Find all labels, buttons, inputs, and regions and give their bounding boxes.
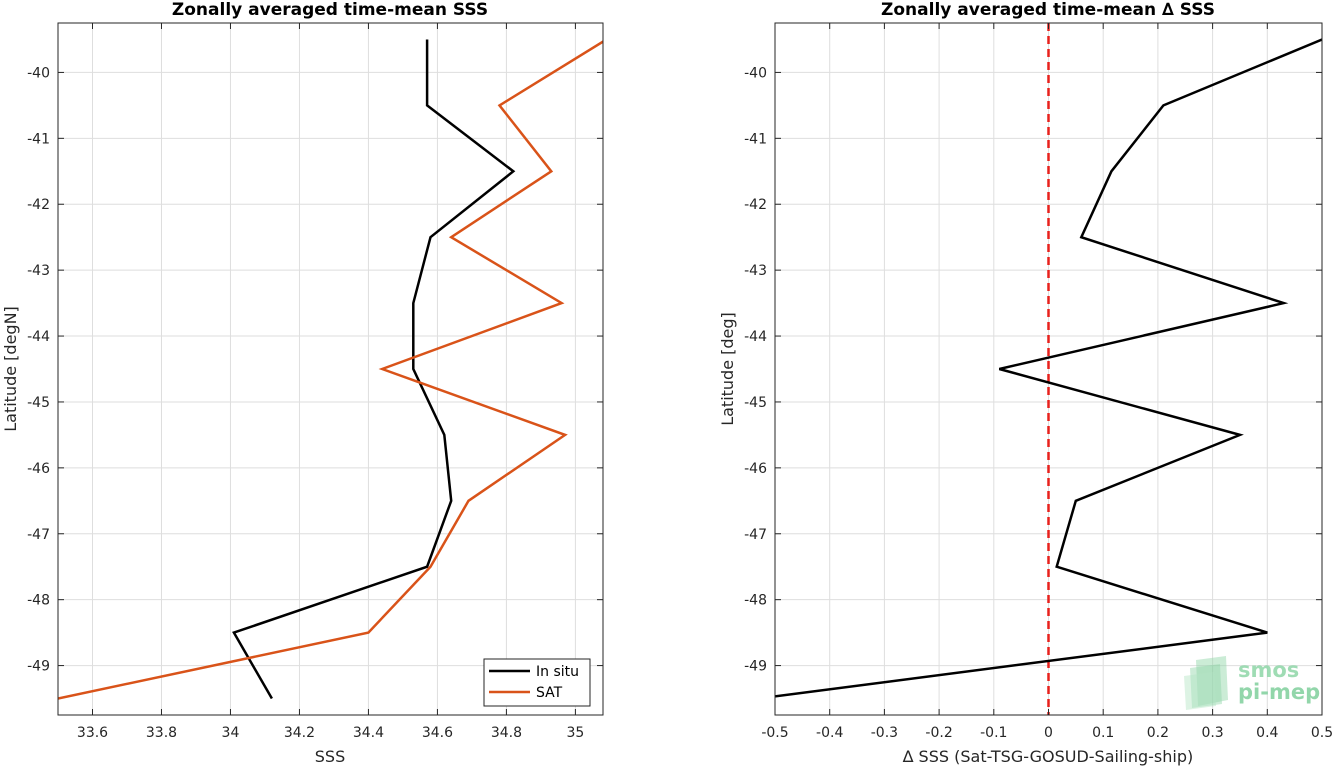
y-tick-label: -43 bbox=[27, 263, 50, 279]
x-tick-label: -0.2 bbox=[925, 725, 952, 741]
grid bbox=[58, 23, 603, 715]
x-tick-label: 33.6 bbox=[77, 725, 108, 741]
smos-pi-mep-logo: smos pi-mep bbox=[1184, 656, 1320, 710]
y-tick-label: -49 bbox=[27, 659, 50, 675]
x-axis-label: ∆ SSS (Sat-TSG-GOSUD-Sailing-ship) bbox=[902, 747, 1193, 766]
y-tick-label: -49 bbox=[744, 659, 767, 675]
legend-label-sat: SAT bbox=[536, 685, 563, 701]
series-line-delta-sss-0 bbox=[775, 38, 1322, 698]
chart-title: Zonally averaged time-mean ∆ SSS bbox=[881, 0, 1215, 20]
y-tick-label: -48 bbox=[744, 593, 767, 609]
x-tick-label: -0.3 bbox=[871, 725, 898, 741]
x-tick-label: -0.4 bbox=[816, 725, 843, 741]
x-tick-label: 34.6 bbox=[422, 725, 453, 741]
y-axis-label: Latitude [degN] bbox=[1, 306, 20, 432]
y-tick-label: -44 bbox=[27, 329, 50, 345]
y-tick-label: -42 bbox=[744, 197, 767, 213]
x-tick-label: 34.2 bbox=[284, 725, 315, 741]
legend-label-in-situ: In situ bbox=[536, 664, 579, 680]
y-tick-label: -46 bbox=[27, 461, 50, 477]
logo-text-line2: pi-mep bbox=[1238, 680, 1320, 704]
x-axis-label: SSS bbox=[315, 747, 345, 766]
data-lines bbox=[58, 39, 603, 700]
plot-area bbox=[58, 23, 603, 715]
legend-box bbox=[483, 658, 591, 707]
y-tick-label: -45 bbox=[27, 395, 50, 411]
x-tick-label: 0 bbox=[1044, 725, 1053, 741]
x-tick-label: 33.8 bbox=[146, 725, 177, 741]
x-tick-label: 0.5 bbox=[1311, 725, 1333, 741]
y-tick-label: -44 bbox=[744, 329, 767, 345]
x-tick-label: 35 bbox=[566, 725, 584, 741]
series-line-in-situ bbox=[232, 39, 516, 700]
x-tick-label: 0.4 bbox=[1256, 725, 1278, 741]
panel-delta-sss: -0.5 -0.4 -0.3 -0.2 -0.1 0 0.1 0.2 0.3 0.4 0.5 -40 -… bbox=[718, 0, 1333, 766]
x-tick-label: 34.4 bbox=[353, 725, 384, 741]
y-tick-label: -40 bbox=[27, 65, 50, 81]
y-tick-label: -40 bbox=[744, 65, 767, 81]
logo-text-line1: smos bbox=[1238, 658, 1299, 682]
y-tick-label: -45 bbox=[744, 395, 767, 411]
x-tick-label: 34 bbox=[222, 725, 240, 741]
y-tick-label: -43 bbox=[744, 263, 767, 279]
y-tick-label: -42 bbox=[27, 197, 50, 213]
chart-title: Zonally averaged time-mean SSS bbox=[172, 0, 488, 20]
y-tick-label: -41 bbox=[27, 131, 50, 147]
series-line-sat bbox=[58, 40, 603, 700]
y-tick-label: -47 bbox=[744, 527, 767, 543]
ticks: 33.6 33.8 34 34.2 34.4 34.6 34.8 35 -40 -41 -42 -43… bbox=[27, 23, 603, 741]
y-tick-label: -46 bbox=[744, 461, 767, 477]
x-tick-label: 0.2 bbox=[1147, 725, 1169, 741]
y-tick-label: -48 bbox=[27, 593, 50, 609]
legend: In situ SAT bbox=[483, 658, 591, 707]
x-tick-label: 34.8 bbox=[491, 725, 522, 741]
y-tick-label: -47 bbox=[27, 527, 50, 543]
ticks: -0.5 -0.4 -0.3 -0.2 -0.1 0 0.1 0.2 0.3 0.4 0.5 -40 -… bbox=[744, 23, 1333, 741]
panel-sss: 33.6 33.8 34 34.2 34.4 34.6 34.8 35 -40 -41 -42 -43… bbox=[1, 0, 604, 766]
x-tick-label: 0.1 bbox=[1092, 725, 1114, 741]
y-tick-label: -41 bbox=[744, 131, 767, 147]
x-tick-label: -0.5 bbox=[761, 725, 788, 741]
data-lines bbox=[775, 38, 1322, 698]
x-tick-label: -0.1 bbox=[980, 725, 1007, 741]
x-tick-label: 0.3 bbox=[1201, 725, 1223, 741]
axes-box bbox=[57, 22, 604, 716]
y-axis-label: Latitude [deg] bbox=[718, 312, 737, 426]
